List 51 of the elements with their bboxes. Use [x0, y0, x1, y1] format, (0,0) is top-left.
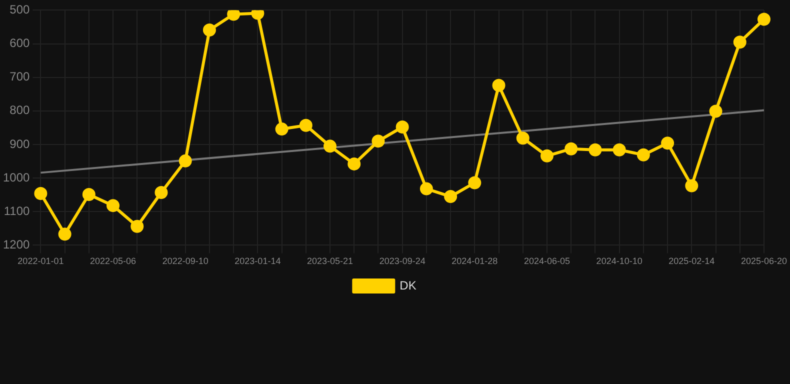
- point: [130, 220, 144, 233]
- x-tick-label: 2023-05-21: [306, 256, 354, 266]
- point: [324, 140, 337, 153]
- x-tick-label: 2022-05-06: [90, 256, 136, 266]
- x-tick-label: 2024-10-10: [596, 256, 642, 266]
- y-tick-label: 500: [10, 2, 30, 17]
- point: [636, 148, 650, 162]
- x-tick-label: 2025-02-14: [668, 256, 715, 266]
- point: [82, 188, 96, 202]
- point: [492, 78, 506, 92]
- point: [540, 149, 554, 162]
- y-tick-label: 1000: [2, 170, 30, 184]
- x-tick-label: 2022-01-01: [18, 256, 64, 266]
- y-tick-label: 800: [10, 103, 30, 118]
- x-tick-label: 2022-09-10: [162, 256, 208, 266]
- point: [202, 24, 216, 37]
- x-tick-label: 2024-06-05: [524, 256, 570, 266]
- point: [34, 187, 48, 200]
- legend-label: DK: [400, 278, 416, 292]
- point: [396, 120, 409, 134]
- x-tick-label: 2024-01-28: [452, 256, 498, 266]
- point: [612, 143, 626, 156]
- point: [154, 186, 168, 199]
- point: [420, 182, 433, 196]
- point: [685, 179, 698, 192]
- point: [348, 157, 361, 170]
- point: [251, 10, 264, 20]
- point: [733, 36, 746, 49]
- point: [58, 228, 72, 241]
- x-tick-label: 2023-01-14: [234, 256, 281, 266]
- point: [299, 118, 312, 132]
- point: [372, 134, 385, 148]
- point: [564, 142, 578, 156]
- point: [757, 12, 770, 26]
- y-tick-label: 1100: [4, 204, 30, 218]
- x-tick-label: 2023-09-24: [379, 256, 426, 266]
- point: [588, 143, 602, 156]
- point: [106, 199, 120, 212]
- point: [275, 122, 288, 136]
- y-tick-label: 700: [10, 70, 30, 84]
- point: [468, 176, 482, 190]
- point: [444, 190, 458, 204]
- point: [178, 154, 192, 168]
- point: [709, 104, 722, 118]
- y-tick-label: 1200: [2, 238, 30, 252]
- point: [227, 10, 240, 21]
- y-tick-label: 600: [10, 36, 30, 50]
- point: [661, 136, 674, 150]
- x-tick-label: 2025-06-20: [740, 256, 788, 266]
- point: [516, 132, 530, 145]
- y-tick-label: 900: [10, 136, 30, 151]
